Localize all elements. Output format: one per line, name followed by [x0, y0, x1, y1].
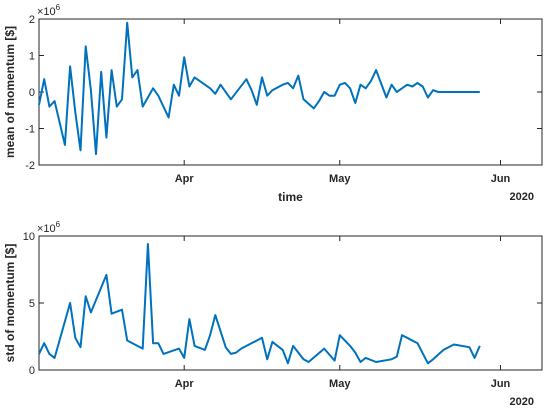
y-tick-label: 0	[29, 87, 35, 99]
y-tick-label: 5	[29, 298, 35, 310]
axes-box	[38, 235, 543, 371]
y-tick-label: 2	[29, 14, 35, 26]
subplot-2: 0 5 10 Apr May Jun 2020 ×106 std of momentum [$]	[3, 220, 543, 408]
x-tick-label: Jun	[491, 173, 511, 185]
x-tick-label: May	[329, 173, 351, 185]
year-label: 2020	[510, 396, 534, 408]
year-label: 2020	[510, 191, 534, 203]
x-axis-label: time	[278, 190, 303, 204]
series-line	[38, 243, 481, 365]
y-tick-label: 0	[29, 365, 35, 377]
y-tick-label: 10	[23, 231, 35, 243]
x-tick-label: Jun	[491, 378, 511, 390]
x-tick-label: Apr	[175, 378, 195, 390]
y-tick-label: -2	[25, 160, 35, 172]
subplot-1: -2 -1 0 1 2 Apr May Jun 2020 ×106 mean of momentum…	[3, 3, 543, 204]
y-axis-label: std of momentum [$]	[3, 244, 17, 363]
y-axis-label: mean of momentum [$]	[3, 26, 17, 158]
y-tick-label: -1	[25, 124, 35, 136]
y-exponent-label: ×106	[37, 3, 61, 18]
y-tick-label: 1	[29, 51, 35, 63]
y-exponent-label: ×106	[37, 220, 61, 235]
x-tick-label: Apr	[175, 173, 195, 185]
series-line	[38, 21, 480, 156]
x-tick-label: May	[329, 378, 351, 390]
